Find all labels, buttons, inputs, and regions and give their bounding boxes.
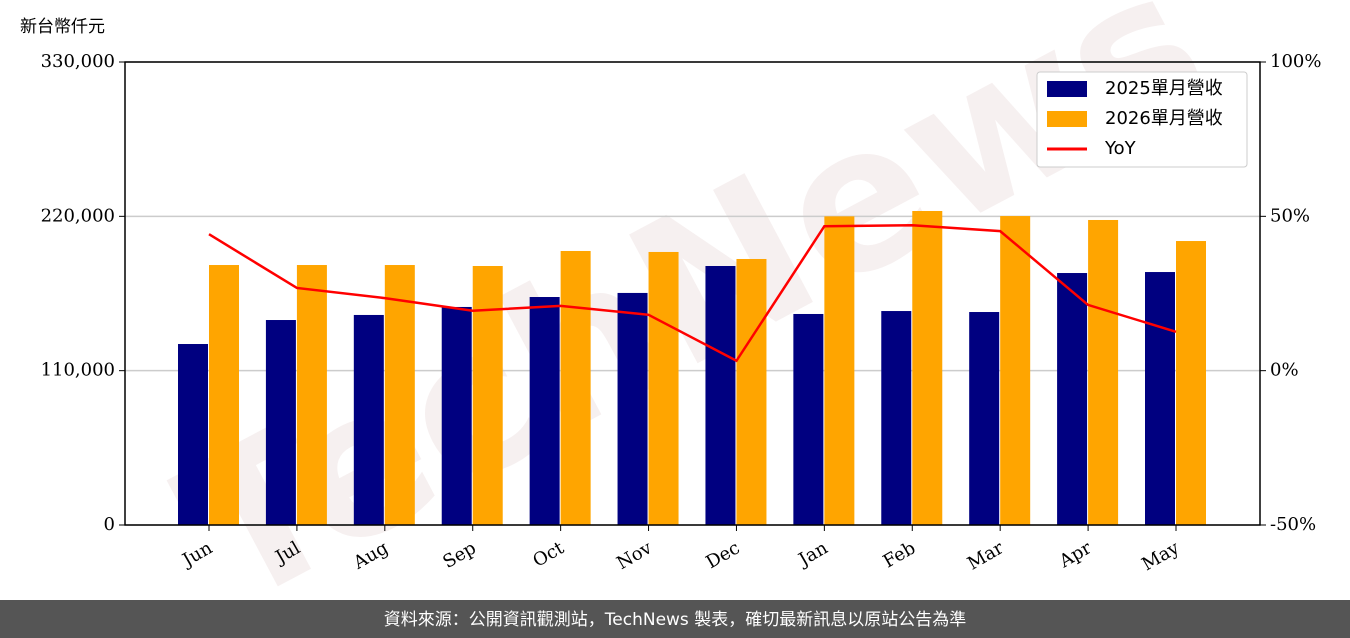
x-tick-label: May: [1138, 537, 1183, 575]
bar: [1176, 241, 1206, 525]
y-tick-label: 110,000: [41, 360, 115, 381]
bar: [736, 258, 767, 525]
bar: [1057, 273, 1088, 525]
legend-box: [1036, 71, 1248, 168]
legend-swatch: [1047, 111, 1087, 127]
bar: [824, 216, 855, 526]
x-tick-label: Mar: [964, 537, 1008, 574]
x-tick-label: Feb: [880, 537, 920, 572]
x-tick-label: Apr: [1055, 537, 1095, 572]
x-tick-label: Nov: [613, 537, 656, 574]
bar: [1000, 216, 1031, 525]
bar: [705, 266, 736, 525]
bar: [881, 311, 912, 525]
x-tick-label: Oct: [529, 537, 568, 572]
bar: [648, 251, 679, 525]
bar: [472, 266, 503, 525]
y-tick-label: 0: [104, 514, 115, 535]
line: [208, 224, 1177, 363]
bar: [265, 320, 296, 525]
bar: [617, 292, 648, 525]
bar: [384, 265, 415, 525]
bar: [560, 250, 591, 526]
y2-tick-label: 50%: [1270, 205, 1310, 226]
y-tick-label: 220,000: [41, 205, 115, 226]
x-tick-label: Dec: [702, 537, 743, 573]
y2-tick-label: 0%: [1270, 360, 1299, 381]
bar: [209, 265, 239, 525]
bar: [969, 312, 1000, 525]
bar: [178, 344, 208, 525]
y2-tick-label: -50%: [1270, 514, 1316, 535]
bar: [529, 297, 560, 525]
footer-bar: [0, 600, 1350, 638]
bar: [296, 265, 327, 525]
bar: [353, 314, 384, 525]
y-tick-label: 330,000: [41, 51, 115, 72]
plot-frame: [124, 61, 1261, 526]
legend-label: 2025單月營收: [1105, 78, 1223, 99]
bar: [1145, 272, 1175, 525]
bar: [1088, 219, 1119, 526]
legend-swatch: [1047, 81, 1087, 97]
legend-label: 2026單月營收: [1105, 108, 1223, 129]
bar: [793, 313, 824, 525]
bar: [441, 306, 472, 525]
legend-label: YoY: [1104, 138, 1137, 159]
y2-tick-label: 100%: [1270, 51, 1321, 72]
y-axis-label: 新台幣仟元: [20, 17, 105, 37]
footer: 資料來源：公開資訊觀測站，TechNews 製表，確切最新訊息以原站公告為準: [384, 610, 966, 630]
x-tick-label: Jan: [794, 537, 832, 571]
bar: [912, 211, 943, 525]
